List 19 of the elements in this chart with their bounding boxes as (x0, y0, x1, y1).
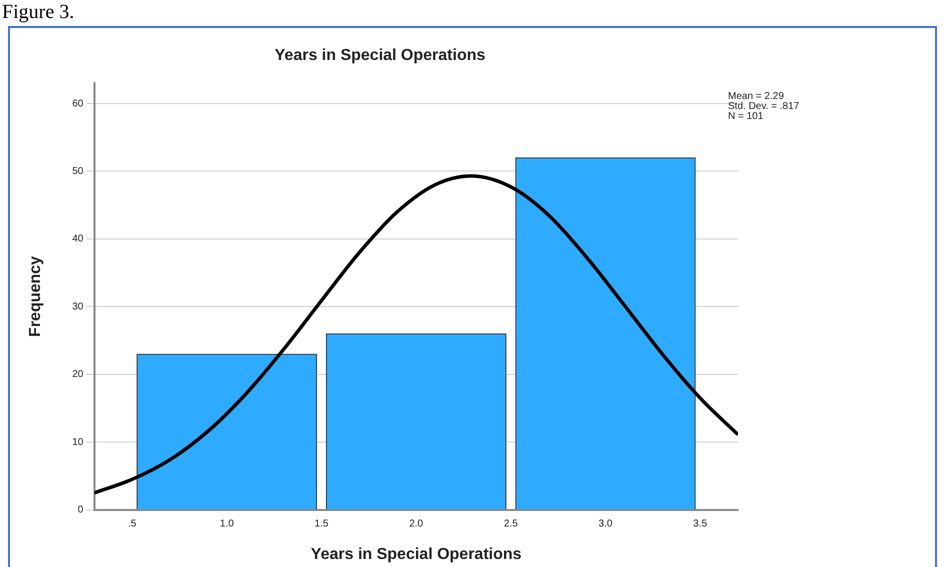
x-tick-label: 2.0 (409, 518, 424, 530)
x-tick-label: 1.0 (220, 518, 234, 530)
x-axis-title: Years in Special Operations (310, 546, 522, 563)
x-tick-label: 1.5 (314, 518, 329, 530)
y-axis-title: Frequency (27, 256, 44, 337)
x-tick-label: 3.5 (693, 518, 708, 530)
y-tick-label: 30 (72, 301, 84, 312)
annotation: Mean = 2.29 Std. Dev. = .817 N = 101 (728, 91, 800, 122)
x-tick-label: .5 (128, 518, 137, 530)
x-tick-label: 2.5 (504, 518, 518, 530)
chart-title: Years in Special Operations (274, 47, 486, 64)
x-tick-label: 3.0 (598, 518, 613, 530)
y-tick-label: 10 (72, 436, 84, 448)
y-tick-label: 40 (72, 234, 84, 245)
y-tick-label: 60 (72, 98, 84, 110)
y-tick-label: 20 (72, 369, 84, 380)
caption: Figure 3. (2, 0, 74, 24)
y-tick-label: 0 (78, 504, 84, 516)
y-tick-label: 50 (72, 166, 84, 177)
